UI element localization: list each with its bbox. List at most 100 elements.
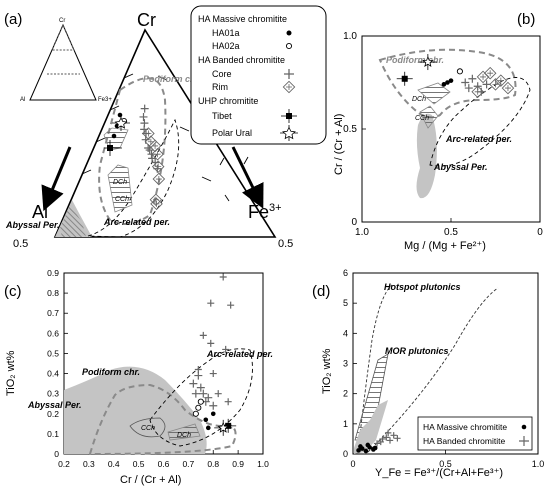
mor-gray-field <box>354 400 388 454</box>
ha01a-point-c <box>205 425 211 431</box>
podiform-label-b: Podiform chr. <box>386 55 444 65</box>
y-tick-label: 0.5 <box>47 348 59 358</box>
banded-point-d <box>384 429 392 437</box>
rim-point-c <box>224 398 232 406</box>
banded-point-d <box>377 438 384 446</box>
dch-label-a: DCh <box>113 179 127 186</box>
polar-ural-point-a <box>112 115 130 131</box>
legend-symbol-tibet <box>281 109 297 123</box>
panel-label-c: (c) <box>4 283 22 300</box>
rim-point-a <box>152 172 166 186</box>
x-tick-label: 0 <box>350 459 355 469</box>
rim-point-c <box>214 390 222 398</box>
panel-b: (b) 1.0 0.5 0 0 0.5 1.0 Mg / (Mg + Fe²⁺) Cr /… <box>333 11 543 252</box>
x-tick-label: 1.0 <box>532 459 545 469</box>
abyssal-hatch-a <box>60 205 86 237</box>
x-tick-label: 0.5 <box>133 459 145 469</box>
abyssal-label-b: Abyssal Per. <box>433 162 488 172</box>
y-axis-title-d: TiO₂ wt% <box>321 348 333 394</box>
rim-point-b <box>471 85 484 99</box>
ha01a-point-a <box>111 133 117 139</box>
axis-ticks-d: 0 0.5 1.0 0 1 2 3 4 5 6 <box>343 268 544 469</box>
x-tick-label: 0.5 <box>444 227 458 238</box>
massive-point-d <box>356 448 361 453</box>
y-tick-label: 6 <box>343 268 348 278</box>
legend-d-banded-symbol <box>519 436 529 446</box>
legend-d-massive-symbol <box>521 424 527 430</box>
legend: HA Massive chromitite HA01a HA02a HA Ban… <box>190 5 327 145</box>
ha02a-point-c <box>197 398 204 405</box>
rim-point-a <box>142 127 155 140</box>
axis-ticks-c: 0.2 0.3 0.4 0.5 0.6 0.7 0.8 0.9 1.0 0 0.1 0.2 0.3 0.4… <box>47 268 269 469</box>
abyssal-label-c: Abyssal Per. <box>27 400 82 410</box>
massive-point-d <box>365 442 371 448</box>
y-tick-label: 0.8 <box>47 288 59 298</box>
y-tick-label: 0 <box>343 449 348 459</box>
inset-label-cr: Cr <box>59 18 65 24</box>
y-tick-label: 1 <box>343 419 348 429</box>
core-point-c <box>199 389 208 398</box>
rim-point-c <box>227 301 235 309</box>
core-point-b <box>464 84 473 93</box>
inset-label-al: Al <box>20 97 25 103</box>
cch-field-c <box>129 417 166 438</box>
legend-item-polar-ural: Polar Ural <box>212 128 252 138</box>
legend-group-banded: HA Banded chromitite <box>198 55 285 65</box>
legend-symbol-ha01a <box>286 30 292 36</box>
scale-label-left: 0.5 <box>13 238 28 250</box>
polar-ural-point-b <box>418 54 437 71</box>
podiform-field-b <box>378 48 517 119</box>
arc-field-a <box>87 118 180 238</box>
panel-c: (c) 0.2 0.3 0.4 0.5 0.6 0.7 0.8 0.9 1.000.10.20.… <box>4 268 273 486</box>
x-tick-label: 0.4 <box>108 459 120 469</box>
hotspot-label: Hotspot plutonics <box>384 282 461 292</box>
podiform-label-a: Podiform chr. <box>143 74 201 84</box>
legend-group-massive: HA Massive chromitite <box>198 14 287 24</box>
y-tick-label: 0 <box>54 449 59 459</box>
cch-label-c: CCh <box>141 425 155 432</box>
y-tick-label: 0.5 <box>343 124 357 135</box>
legend-symbol-core <box>284 69 294 79</box>
abyssal-label-a: Abyssal Per. <box>5 220 60 230</box>
data-points-c <box>189 273 237 436</box>
hotspot-boundary-right <box>367 287 499 453</box>
cch-field-a <box>107 164 133 213</box>
legend-symbol-polar-ural <box>280 125 298 141</box>
axis-ticks-b: 1.0 0.5 0 0 0.5 1.0 <box>343 31 543 238</box>
y-tick-label: 0.7 <box>47 308 59 318</box>
inset-triangle: Cr Al Fe3+ <box>20 18 112 103</box>
y-tick-label: 2 <box>343 389 348 399</box>
polar-ural-point-c <box>214 419 233 436</box>
ha01a-point-c <box>203 417 209 423</box>
y-tick-label: 0.4 <box>47 369 59 379</box>
panel-label-b: (b) <box>517 11 535 28</box>
legend-box <box>190 5 327 145</box>
y-axis-title-c: TiO₂ wt% <box>5 350 17 396</box>
rim-point-c <box>194 366 202 374</box>
y-tick-label: 0.9 <box>47 268 59 278</box>
ha01a-point-c <box>210 411 216 417</box>
core-point-c <box>189 379 198 388</box>
arc-label-b: Arc-related per. <box>445 134 512 144</box>
x-tick-label: 0 <box>537 227 543 238</box>
rim-points-a <box>142 127 166 211</box>
x-tick-label: 0.7 <box>182 459 194 469</box>
y-tick-label: 0.6 <box>47 328 59 338</box>
rim-point-b <box>483 66 497 80</box>
massive-point-d <box>372 445 378 451</box>
core-point-a <box>151 158 160 167</box>
banded-point-d <box>390 432 397 439</box>
rim-point-c <box>222 345 230 353</box>
core-point-c <box>204 393 213 402</box>
panel-a: (a) Cr Al Fe3+ Cr Al Fe3+ 0.5 0.5 <box>4 10 293 250</box>
legend-box-d <box>417 416 533 451</box>
rim-point-a <box>151 147 164 161</box>
arc-label-c: Arc-related per. <box>206 349 273 359</box>
core-point-b <box>461 78 470 87</box>
rim-point-a <box>149 193 163 207</box>
rim-point-c <box>207 299 215 307</box>
x-tick-label: 0.5 <box>439 459 452 469</box>
massive-point-d <box>363 448 369 454</box>
ha01a-point-b <box>441 82 447 87</box>
rim-point-c <box>209 370 217 378</box>
